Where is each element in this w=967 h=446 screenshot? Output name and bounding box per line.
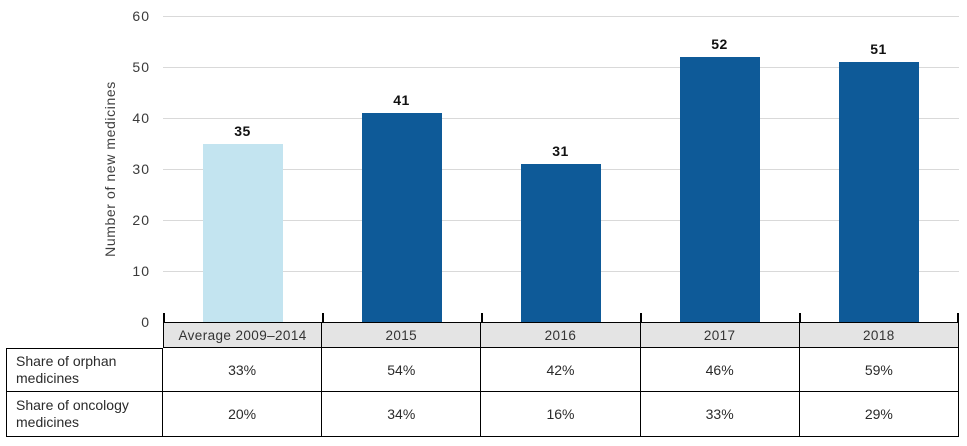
orphan-share-2015: 54%: [322, 348, 482, 392]
category-header-2015: 2015: [322, 322, 482, 348]
oncology-share-average: 20%: [163, 392, 323, 437]
bar-2017: [679, 56, 760, 322]
orphan-share-2016: 42%: [481, 348, 641, 392]
bar-2016: [520, 163, 601, 322]
bar-group-2015: 41: [322, 16, 481, 322]
y-tick-60: 60: [132, 8, 150, 24]
bar-group-2017: 52: [640, 16, 799, 322]
x-axis-tick: [799, 313, 801, 322]
x-axis-tick: [163, 313, 165, 322]
orphan-share-2017: 46%: [640, 348, 800, 392]
gridline-50: [163, 67, 959, 68]
orphan-share-row-label: Share of orphan medicines: [6, 348, 163, 392]
category-header-2017: 2017: [640, 322, 800, 348]
bar-average-2009-2014: [202, 143, 283, 322]
bar-2018: [838, 61, 919, 322]
bar-value-label: 52: [711, 35, 728, 52]
bar-group-2018: 51: [799, 16, 958, 322]
table-header-spacer: [6, 322, 163, 348]
category-header-2018: 2018: [799, 322, 959, 348]
bar-value-label: 51: [870, 40, 887, 57]
gridline-60: [163, 16, 959, 17]
y-tick-10: 10: [132, 263, 150, 279]
y-tick-0: 0: [141, 314, 150, 330]
category-header-2016: 2016: [481, 322, 641, 348]
oncology-share-2016: 16%: [481, 392, 641, 437]
category-header-average-2009-2014: Average 2009–2014: [163, 322, 323, 348]
bar-value-label: 35: [234, 122, 251, 139]
oncology-share-2017: 33%: [640, 392, 800, 437]
bar-value-label: 31: [552, 142, 569, 159]
y-tick-20: 20: [132, 212, 150, 228]
bar-group-2016: 31: [481, 16, 640, 322]
orphan-share-2018: 59%: [799, 348, 959, 392]
y-tick-30: 30: [132, 161, 150, 177]
orphan-share-average: 33%: [163, 348, 323, 392]
oncology-share-row-label: Share of oncology medicines: [6, 392, 163, 437]
bar-group-average-2009-2014: 35: [163, 16, 322, 322]
gridline-40: [163, 118, 959, 119]
y-tick-50: 50: [132, 59, 150, 75]
x-axis-tick: [322, 313, 324, 322]
x-axis-tick: [957, 313, 959, 322]
oncology-share-2018: 29%: [799, 392, 959, 437]
bar-2015: [361, 112, 442, 322]
bar-value-label: 41: [393, 91, 410, 108]
share-table: Average 2009–2014 2015 2016 2017 2018 Sh…: [6, 322, 959, 437]
plot-area: 35 41 31 52 51: [163, 16, 959, 322]
x-axis-tick: [481, 313, 483, 322]
y-tick-40: 40: [132, 110, 150, 126]
oncology-share-2015: 34%: [322, 392, 482, 437]
x-axis-tick: [640, 313, 642, 322]
